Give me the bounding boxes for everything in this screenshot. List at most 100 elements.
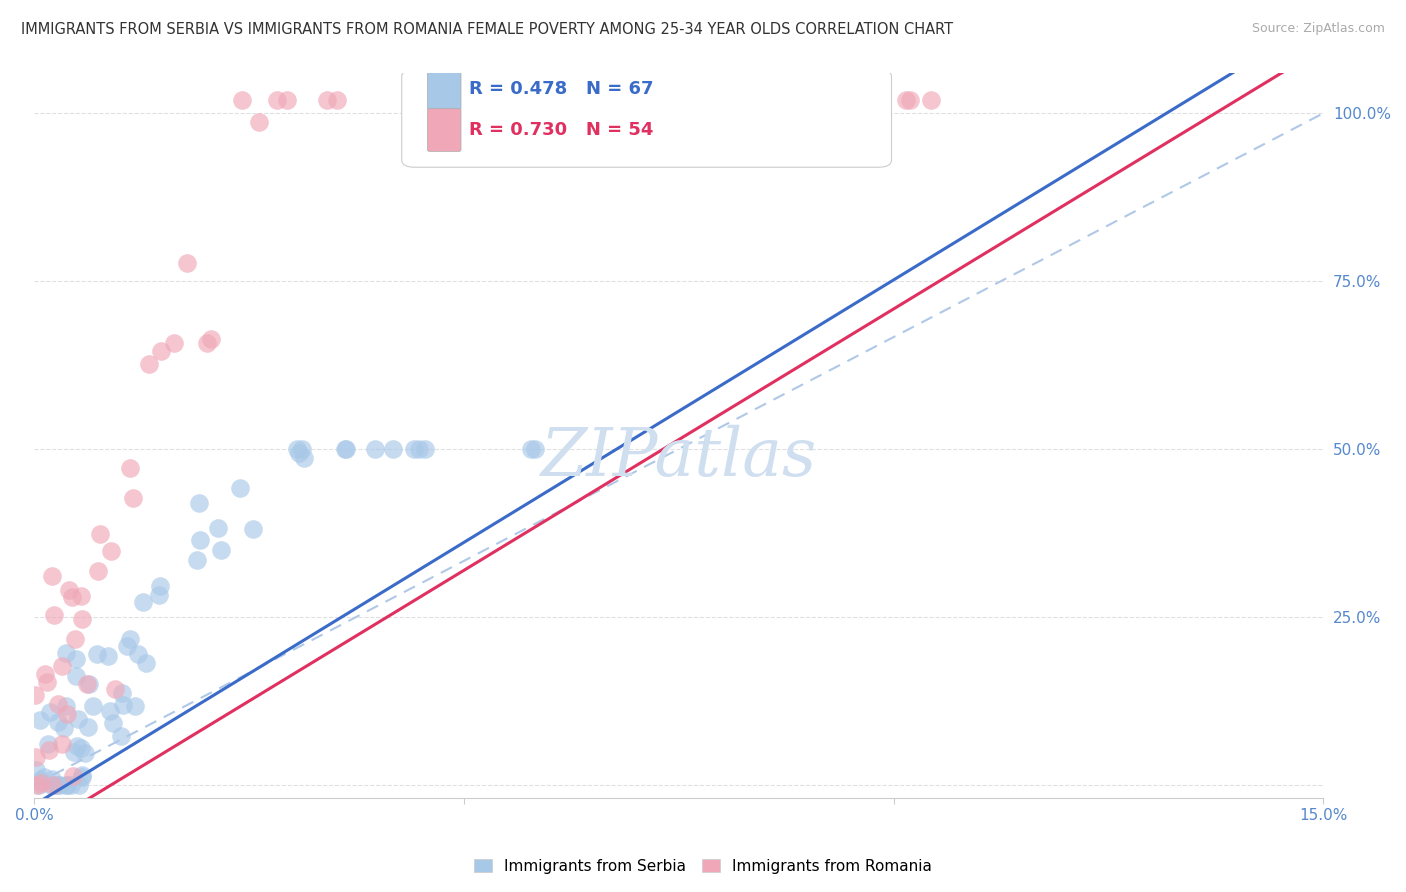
Point xyxy=(195,335,218,350)
Point xyxy=(117,639,139,653)
FancyBboxPatch shape xyxy=(427,109,461,152)
Point xyxy=(408,442,430,456)
Point xyxy=(242,522,264,536)
Point xyxy=(55,778,77,792)
Point xyxy=(292,451,315,466)
Point xyxy=(51,659,73,673)
Point xyxy=(285,442,308,456)
Point xyxy=(30,776,52,790)
Point xyxy=(127,647,149,661)
Point xyxy=(46,697,69,711)
FancyBboxPatch shape xyxy=(427,67,461,110)
Point xyxy=(399,93,422,107)
Point xyxy=(24,688,46,702)
Point xyxy=(51,738,73,752)
Point xyxy=(364,442,387,456)
Point xyxy=(59,778,82,792)
Point xyxy=(56,706,79,721)
Point xyxy=(150,344,173,359)
Point xyxy=(163,336,186,351)
Point xyxy=(67,778,90,792)
Legend: Immigrants from Serbia, Immigrants from Romania: Immigrants from Serbia, Immigrants from … xyxy=(468,853,938,880)
Point xyxy=(69,741,91,756)
Point xyxy=(53,721,76,735)
Point xyxy=(326,93,349,107)
Point xyxy=(70,770,93,784)
Point xyxy=(176,255,198,269)
Point xyxy=(120,460,142,475)
Point xyxy=(70,768,93,782)
Point xyxy=(148,588,170,602)
Point xyxy=(41,568,63,582)
Point xyxy=(200,332,222,346)
Point xyxy=(77,677,100,691)
Point xyxy=(124,698,146,713)
Point xyxy=(44,607,66,622)
Text: Source: ZipAtlas.com: Source: ZipAtlas.com xyxy=(1251,22,1385,36)
Point xyxy=(247,115,270,129)
Point xyxy=(898,93,921,107)
Point xyxy=(28,713,51,727)
Point xyxy=(100,705,122,719)
Point xyxy=(39,705,62,719)
Point xyxy=(276,93,298,107)
Point xyxy=(39,778,62,792)
Point xyxy=(472,93,495,107)
Text: R = 0.730   N = 54: R = 0.730 N = 54 xyxy=(468,121,654,139)
Point xyxy=(672,93,695,107)
Point xyxy=(411,93,433,107)
Point xyxy=(65,632,87,646)
Text: ZIPatlas: ZIPatlas xyxy=(541,425,817,490)
Point xyxy=(229,481,252,495)
Point xyxy=(118,632,141,646)
Point xyxy=(70,590,93,604)
Point xyxy=(519,93,541,107)
Point xyxy=(70,612,93,626)
Point xyxy=(35,675,58,690)
Point xyxy=(738,93,761,107)
Point xyxy=(63,745,86,759)
Point xyxy=(315,93,337,107)
Point xyxy=(335,442,357,456)
Point xyxy=(76,676,98,690)
Point xyxy=(291,442,314,456)
Point xyxy=(65,739,87,753)
Point xyxy=(603,93,626,107)
Point xyxy=(207,521,229,535)
Point xyxy=(97,648,120,663)
Point xyxy=(920,93,942,107)
Point xyxy=(132,595,155,609)
Point xyxy=(231,93,253,107)
Point xyxy=(55,646,77,660)
Point xyxy=(86,647,108,661)
Point xyxy=(28,778,51,792)
Point xyxy=(65,669,87,683)
Point xyxy=(82,698,104,713)
Text: IMMIGRANTS FROM SERBIA VS IMMIGRANTS FROM ROMANIA FEMALE POVERTY AMONG 25-34 YEA: IMMIGRANTS FROM SERBIA VS IMMIGRANTS FRO… xyxy=(21,22,953,37)
Point xyxy=(25,764,48,778)
Point xyxy=(49,778,72,792)
Point xyxy=(523,442,546,456)
Point xyxy=(610,93,633,107)
Point xyxy=(138,357,160,371)
Point xyxy=(100,544,122,558)
Point xyxy=(110,729,132,743)
Point xyxy=(25,750,48,764)
Text: R = 0.478   N = 67: R = 0.478 N = 67 xyxy=(468,79,654,98)
Point xyxy=(186,552,208,566)
FancyBboxPatch shape xyxy=(402,70,891,167)
Point xyxy=(287,446,309,460)
Point xyxy=(86,564,108,578)
Point xyxy=(89,526,111,541)
Point xyxy=(75,746,97,760)
Point xyxy=(25,778,48,792)
Point xyxy=(58,583,80,598)
Point xyxy=(55,699,77,714)
Point xyxy=(38,743,60,757)
Point xyxy=(188,495,211,509)
Point xyxy=(104,682,127,697)
Point xyxy=(652,93,675,107)
Point xyxy=(65,652,87,666)
Point xyxy=(149,578,172,592)
Point xyxy=(111,698,134,713)
